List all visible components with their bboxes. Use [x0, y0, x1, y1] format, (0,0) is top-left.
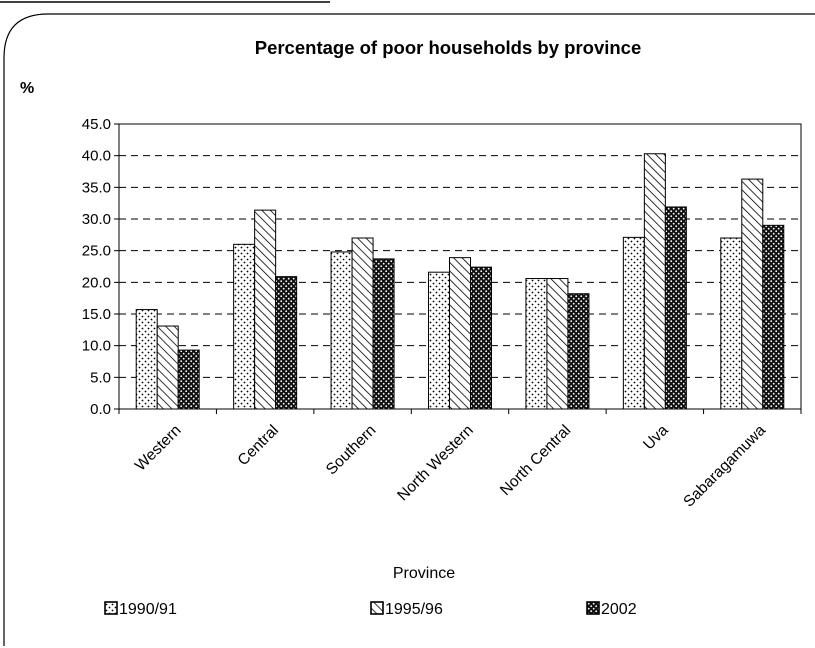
x-category-label: Western — [132, 422, 185, 475]
bar-southern-1995-96 — [351, 237, 374, 410]
legend: 1990/91 1995/96 2002 — [104, 601, 637, 618]
legend-swatch — [370, 601, 384, 615]
y-tick-label: 20.0 — [82, 274, 111, 291]
bar-central-1995-96 — [254, 209, 277, 410]
y-tick-label: 5.0 — [90, 369, 111, 386]
bar-sabaragamuwa-1995-96 — [741, 178, 764, 410]
bar-central-1990-91 — [233, 243, 256, 410]
bar-southern-2002 — [372, 258, 395, 410]
bar-north-western-2002 — [470, 266, 492, 410]
bar-north-central-2002 — [567, 293, 590, 410]
bar-uva-1995-96 — [643, 153, 666, 410]
y-tick-label: 45.0 — [82, 116, 111, 133]
bar-central-2002 — [275, 276, 298, 410]
x-category-label: Central — [235, 422, 282, 469]
x-category-label: North Western — [394, 422, 476, 504]
bar-north-western-1995-96 — [449, 257, 471, 410]
y-tick-label: 40.0 — [82, 148, 111, 165]
bars — [135, 153, 785, 410]
x-axis-label: Province — [393, 565, 455, 582]
x-axis-categories: Western Central Southern North Western North… — [118, 409, 802, 511]
legend-label: 1990/91 — [119, 601, 177, 618]
bar-western-1995-96 — [156, 325, 179, 410]
y-tick-label: 30.0 — [82, 211, 111, 228]
bar-uva-1990-91 — [622, 236, 645, 410]
y-axis-unit: % — [20, 80, 34, 97]
x-category-label: Southern — [323, 422, 380, 479]
bar-sabaragamuwa-2002 — [762, 224, 785, 410]
y-tick-label: 35.0 — [82, 179, 111, 196]
x-category-label: North Central — [497, 422, 574, 499]
legend-swatch — [104, 601, 118, 615]
bar-western-1990-91 — [135, 309, 158, 410]
bar-southern-1990-91 — [330, 251, 353, 410]
bar-uva-2002 — [664, 206, 687, 410]
legend-swatch — [586, 601, 600, 615]
chart-frame — [3, 13, 815, 646]
y-tick-label: 25.0 — [82, 243, 111, 260]
bar-sabaragamuwa-1990-91 — [720, 237, 743, 410]
y-axis-ticks: 0.0 5.0 10.0 15.0 20.0 25.0 30.0 35.0 40.0 45.0 — [82, 116, 119, 418]
chart-title: Percentage of poor households by provinc… — [255, 37, 642, 58]
y-tick-label: 10.0 — [82, 338, 111, 355]
bar-north-western-1990-91 — [428, 271, 450, 410]
legend-label: 1995/96 — [385, 601, 443, 618]
bar-north-central-1990-91 — [525, 278, 548, 410]
x-category-label: Uva — [640, 422, 672, 454]
y-tick-label: 0.0 — [90, 401, 111, 418]
x-category-label: Sabaragamuwa — [680, 422, 769, 511]
y-tick-label: 15.0 — [82, 306, 111, 323]
bar-north-central-1995-96 — [546, 278, 569, 410]
legend-label: 2002 — [601, 601, 637, 618]
bar-western-2002 — [177, 349, 200, 410]
